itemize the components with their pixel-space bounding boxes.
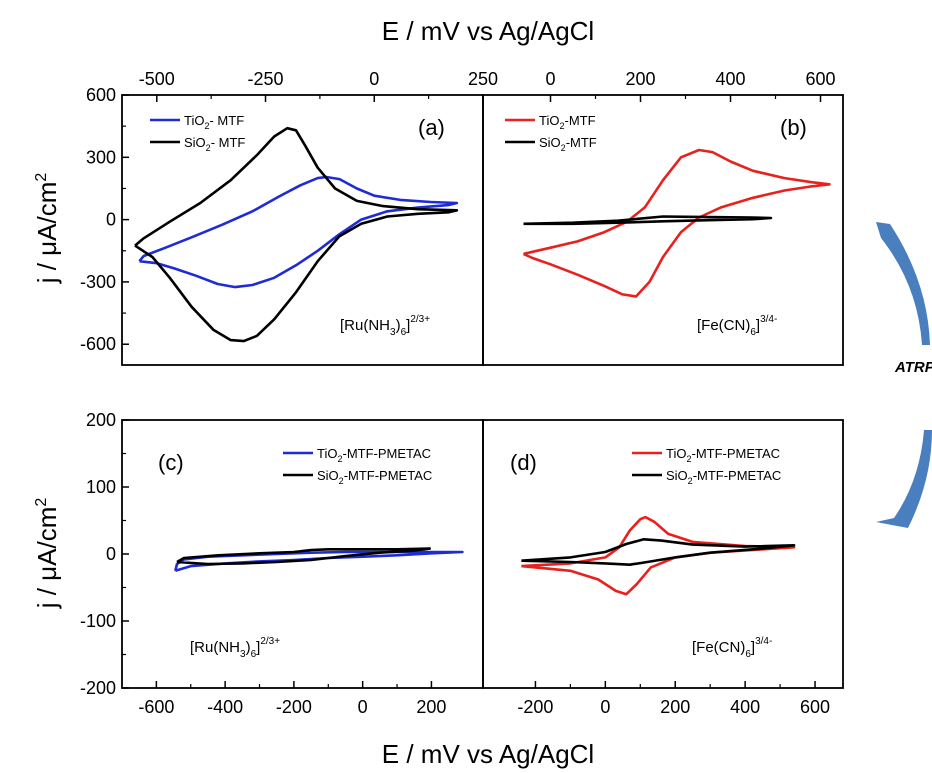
- panel-c: -600 -400 -200 0 200 -200 -100 0 100 200 TiO2-MTF-…: [80, 410, 484, 717]
- y-tick-label: -200: [80, 678, 116, 698]
- x-tick-label: 250: [468, 69, 498, 89]
- legend-entry: TiO2-MTF-PMETAC: [317, 446, 431, 464]
- y-tick-label: 200: [86, 410, 116, 430]
- atrp-arrow-bottom: [876, 430, 932, 528]
- x-tick-label: 200: [660, 697, 690, 717]
- x-tick-label: 0: [369, 69, 379, 89]
- x-tick-label: 400: [730, 697, 760, 717]
- panel-label: (b): [780, 115, 807, 140]
- x-tick-label: -500: [139, 69, 175, 89]
- x-tick-label: -600: [138, 697, 174, 717]
- series-line-b-0: [522, 148, 831, 298]
- x-tick-label: -250: [248, 69, 284, 89]
- legend-entry: SiO2-MTF: [539, 135, 597, 153]
- top-y-axis-title: j / μA/cm2: [32, 173, 62, 285]
- x-tick-label: 0: [358, 697, 368, 717]
- panel-a: -500 -250 0 250 -600 -300 0 300 600 TiO2- MTF SiO2…: [80, 69, 498, 366]
- plot-frame-b: [482, 94, 844, 366]
- legend-entry: SiO2-MTF-PMETAC: [666, 468, 781, 486]
- y-tick-label: 0: [106, 210, 116, 230]
- legend-entry: SiO2-MTF-PMETAC: [317, 468, 432, 486]
- top-x-axis-title: E / mV vs Ag/AgCl: [382, 16, 594, 46]
- redox-species-label: [Ru(NH3)6]2/3+: [340, 314, 430, 338]
- x-tick-label: 600: [800, 697, 830, 717]
- legend-entry: TiO2- MTF: [184, 113, 244, 131]
- x-tick-label: 0: [600, 697, 610, 717]
- plot-frame-d: [482, 419, 844, 689]
- redox-species-label: [Fe(CN)6]3/4-: [692, 636, 772, 660]
- series-line-d-0: [521, 515, 796, 596]
- redox-species-label: [Ru(NH3)6]2/3+: [190, 636, 280, 660]
- legend-entry: SiO2- MTF: [184, 135, 245, 153]
- series-line-a-0: [138, 175, 459, 289]
- series-line-d-1: [521, 538, 796, 566]
- y-tick-label: -600: [80, 334, 116, 354]
- y-tick-label: 300: [86, 147, 116, 167]
- x-tick-label: 0: [545, 69, 555, 89]
- legend-entry: TiO2-MTF-PMETAC: [666, 446, 780, 464]
- x-tick-label: -200: [517, 697, 553, 717]
- panel-label: (d): [510, 450, 537, 475]
- y-tick-label: 100: [86, 477, 116, 497]
- atrp-label: ATRP: [894, 359, 932, 376]
- x-tick-label: -400: [207, 697, 243, 717]
- series-line-a-1: [134, 126, 459, 343]
- y-tick-label: -300: [80, 272, 116, 292]
- series-line-b-1: [523, 215, 773, 226]
- bottom-x-axis-title: E / mV vs Ag/AgCl: [382, 739, 594, 769]
- y-tick-label: 0: [106, 544, 116, 564]
- series-line-c-1: [176, 547, 431, 566]
- panel-d: -200 0 200 400 600 TiO2-MTF-PMETAC SiO2-MTF-PM…: [482, 419, 844, 717]
- x-tick-label: 200: [416, 697, 446, 717]
- y-tick-label: 600: [86, 85, 116, 105]
- y-tick-label: -100: [80, 611, 116, 631]
- legend-entry: TiO2-MTF: [539, 113, 596, 131]
- x-tick-label: -200: [276, 697, 312, 717]
- atrp-arrow-top: [876, 222, 930, 345]
- panel-label: (c): [158, 450, 184, 475]
- bottom-y-axis-title: j / μA/cm2: [32, 498, 62, 610]
- panel-b: 0 200 400 600 TiO2-MTF SiO2-MTF (b) [Fe(CN)6]3/…: [482, 69, 844, 366]
- x-tick-label: 600: [805, 69, 835, 89]
- x-tick-label: 400: [715, 69, 745, 89]
- panel-label: (a): [418, 115, 445, 140]
- x-tick-label: 200: [625, 69, 655, 89]
- redox-species-label: [Fe(CN)6]3/4-: [697, 314, 777, 338]
